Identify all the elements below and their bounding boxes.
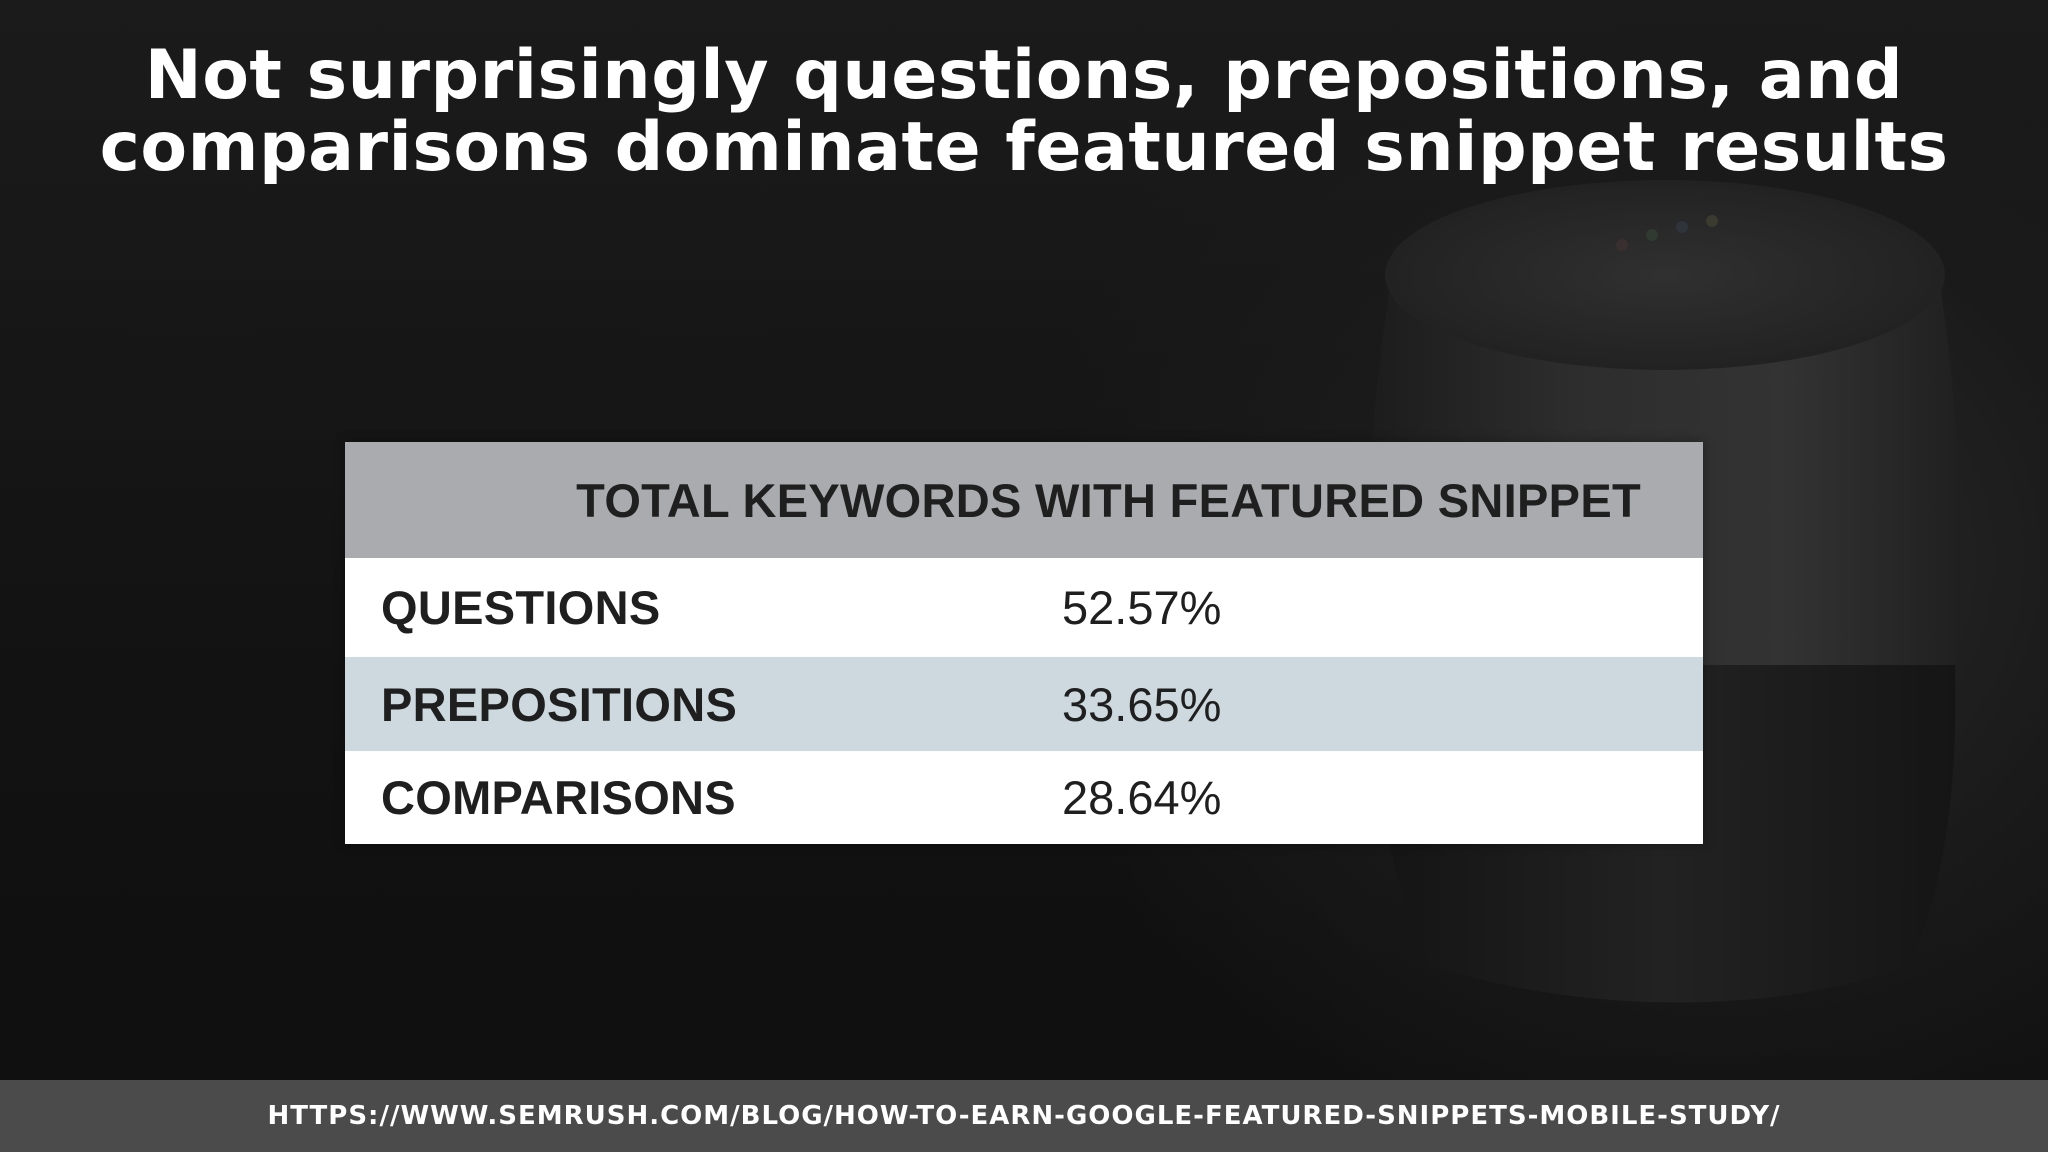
- table-row: COMPARISONS 28.64%: [345, 751, 1703, 844]
- slide-title-line-1: Not surprisingly questions, prepositions…: [144, 36, 1904, 115]
- featured-snippet-table: TOTAL KEYWORDS WITH FEATURED SNIPPET QUE…: [345, 442, 1703, 844]
- row-value-prepositions: 33.65%: [1062, 677, 1222, 731]
- source-url: HTTPS://WWW.SEMRUSH.COM/BLOG/HOW-TO-EARN…: [267, 1101, 1781, 1131]
- row-value-questions: 52.57%: [1062, 581, 1222, 634]
- table-header: TOTAL KEYWORDS WITH FEATURED SNIPPET: [345, 442, 1703, 558]
- row-label-questions: QUESTIONS: [381, 581, 661, 634]
- row-label-prepositions: PREPOSITIONS: [381, 677, 738, 731]
- row-label-comparisons: COMPARISONS: [381, 771, 736, 824]
- table-row: QUESTIONS 52.57%: [345, 558, 1703, 657]
- slide-title: Not surprisingly questions, prepositions…: [0, 40, 2048, 184]
- slide-title-line-2: comparisons dominate featured snippet re…: [99, 108, 1949, 187]
- source-footer: HTTPS://WWW.SEMRUSH.COM/BLOG/HOW-TO-EARN…: [0, 1080, 2048, 1152]
- table-row: PREPOSITIONS 33.65%: [345, 657, 1703, 751]
- table-header-label: TOTAL KEYWORDS WITH FEATURED SNIPPET: [576, 473, 1641, 527]
- row-value-comparisons: 28.64%: [1062, 771, 1222, 824]
